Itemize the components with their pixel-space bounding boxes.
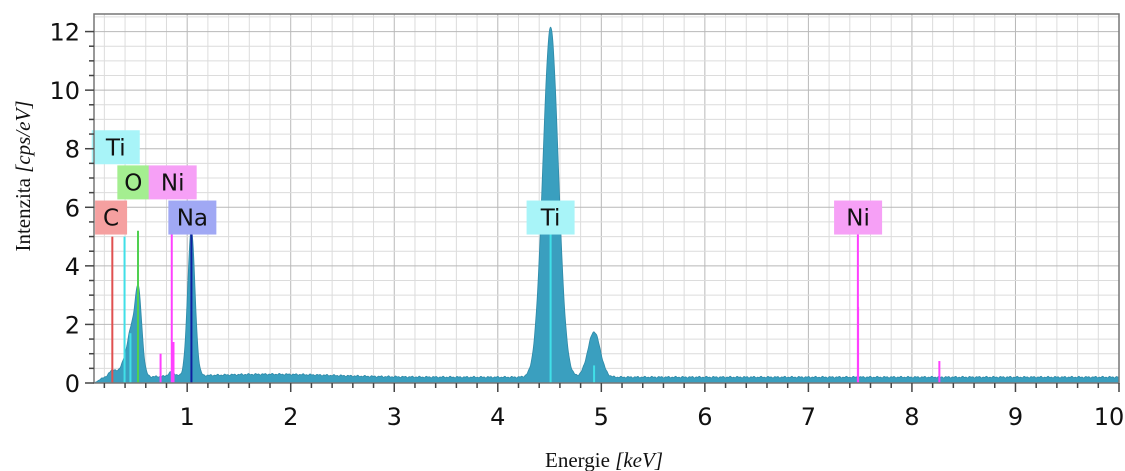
element-label-box <box>526 200 575 235</box>
element-label-text: Ti <box>105 135 126 161</box>
y-tick-label: 8 <box>65 136 80 164</box>
element-label-c: C <box>95 200 128 235</box>
element-label-text: C <box>103 206 119 232</box>
element-label-ti: Ti <box>526 200 575 235</box>
y-axis-title-main: Intenzita <box>11 177 35 251</box>
x-tick-label: 6 <box>697 403 712 431</box>
x-axis-title-unit: [keV] <box>615 448 663 471</box>
x-tick-label: 2 <box>283 403 298 431</box>
x-tick-label: 9 <box>1008 403 1023 431</box>
x-tick-label: 5 <box>594 403 609 431</box>
plot-frame <box>93 13 1120 384</box>
grid-lines <box>94 14 1119 383</box>
element-labels: Ti O Ni C Na Ti Ni <box>91 130 883 235</box>
x-tick-label: 10 <box>1094 403 1125 431</box>
y-tick-label: 12 <box>49 19 80 47</box>
element-label-text: Ni <box>846 206 870 232</box>
x-tick-label: 4 <box>490 403 505 431</box>
spectrum-curve <box>92 26 1120 384</box>
element-label-box <box>95 200 128 235</box>
x-tick-label: 8 <box>904 403 919 431</box>
element-label-box <box>834 200 883 235</box>
element-label-box <box>148 165 197 200</box>
y-tick-label: 2 <box>65 311 80 339</box>
element-label-ti: Ti <box>91 130 140 165</box>
y-axis-title: Intenzita [cps/eV] <box>11 100 35 251</box>
element-label-ni: Ni <box>148 165 197 200</box>
spectrum-area <box>92 26 1120 384</box>
element-label-text: Ti <box>540 206 561 232</box>
x-tick-label: 7 <box>801 403 816 431</box>
x-tick-label: 3 <box>387 403 402 431</box>
y-axis-title-unit: [cps/eV] <box>11 100 35 172</box>
y-tick-label: 6 <box>65 194 80 222</box>
y-tick-label: 0 <box>65 370 80 398</box>
element-label-box <box>91 130 140 165</box>
x-axis-title-main: Energie <box>545 448 610 471</box>
element-lines <box>111 213 941 383</box>
x-tick-label: 1 <box>180 403 195 431</box>
element-label-box <box>168 200 217 235</box>
element-label-ni: Ni <box>834 200 883 235</box>
element-label-box <box>117 165 150 200</box>
element-label-text: Na <box>177 206 208 232</box>
y-tick-label: 4 <box>65 253 80 281</box>
x-axis-title: Energie [keV] <box>545 448 663 471</box>
element-label-na: Na <box>168 200 217 235</box>
element-label-text: O <box>124 170 142 196</box>
element-label-o: O <box>117 165 150 200</box>
y-tick-label: 10 <box>49 77 80 105</box>
element-label-text: Ni <box>161 170 185 196</box>
